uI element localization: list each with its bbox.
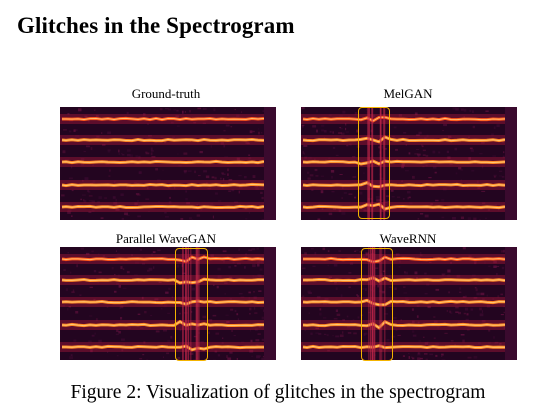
glitch-highlight-box [358,107,390,219]
spectrogram-graphic [301,107,517,220]
panel-label-parallel-wavegan: Parallel WaveGAN [115,231,217,246]
figure-caption: Figure 2: Visualization of glitches in t… [70,382,486,403]
spectrogram-ground-truth [60,107,276,220]
spectrogram-parallel-wavegan [60,247,276,360]
panel-label-melgan: MelGAN [383,86,433,101]
glitch-highlight-box [175,248,208,361]
spectrogram-wavernn [301,247,517,360]
page-title: Glitches in the Spectrogram [17,13,295,38]
panel-label-wavernn: WaveRNN [379,231,437,246]
spectrogram-graphic [60,107,276,220]
spectrogram-graphic [60,247,276,360]
spectrogram-melgan [301,107,517,220]
spectrogram-graphic [301,247,517,360]
panel-label-ground-truth: Ground-truth [131,86,201,101]
glitch-highlight-box [361,248,393,361]
